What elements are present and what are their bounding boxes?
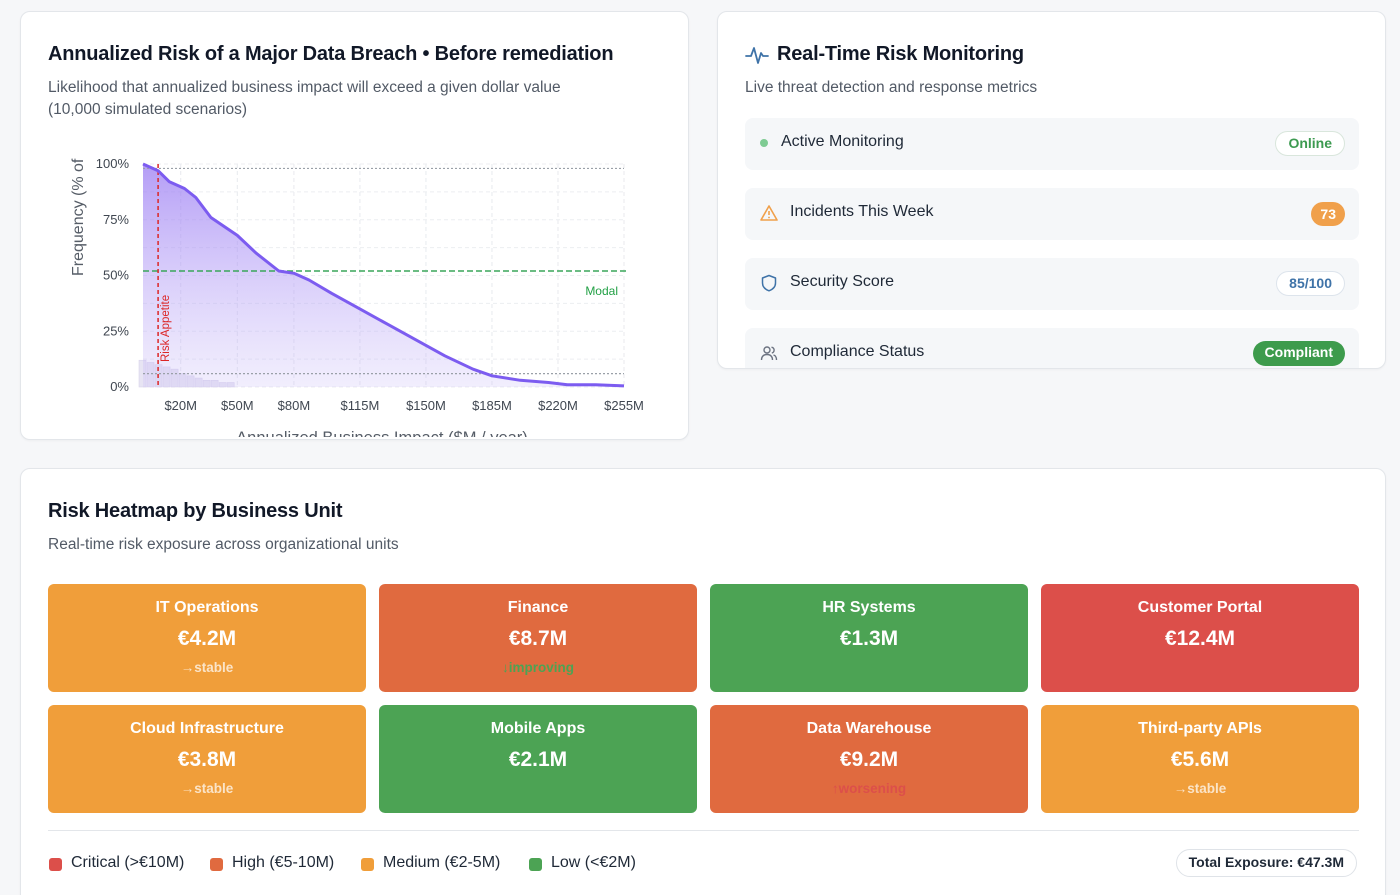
x-tick-label: $150M: [406, 398, 446, 413]
risk-appetite-label: Risk Appetite: [160, 295, 172, 362]
tile-unit-name: Third-party APIs: [1138, 720, 1262, 737]
tile-exposure-value: €5.6M: [1170, 748, 1230, 771]
tile-unit-name: Finance: [507, 599, 569, 616]
heatmap-tile-hr-systems[interactable]: HR Systems €1.3M: [710, 584, 1028, 692]
y-tick-label: 25%: [103, 323, 129, 338]
chart-title: Annualized Risk of a Major Data Breach •…: [48, 43, 614, 65]
y-tick-label: 100%: [96, 156, 130, 171]
tile-exposure-value: €3.8M: [177, 748, 237, 771]
tile-unit-name: IT Operations: [155, 599, 259, 616]
tile-unit-name: Customer Portal: [1137, 599, 1263, 616]
tile-exposure-value: €9.2M: [839, 748, 899, 771]
x-tick-label: $220M: [538, 398, 578, 413]
tile-unit-name: Data Warehouse: [806, 720, 932, 737]
users-icon: [760, 344, 778, 362]
x-tick-label: $50M: [221, 398, 254, 413]
legend-swatch: [361, 858, 374, 871]
legend-swatch: [529, 858, 542, 871]
heatmap-title: Risk Heatmap by Business Unit: [48, 500, 343, 522]
monitor-row-label: Active Monitoring: [781, 133, 904, 150]
tile-exposure-value: €12.4M: [1164, 627, 1236, 650]
legend-label: High (€5-10M): [232, 854, 335, 871]
monitor-row-label: Incidents This Week: [790, 203, 934, 220]
heatmap-tile-customer-portal[interactable]: Customer Portal €12.4M: [1041, 584, 1359, 692]
tile-trend: ↑worsening: [831, 781, 907, 796]
shield-icon: [760, 274, 778, 292]
legend-divider: [48, 830, 1359, 831]
heatmap-tile-third-party-apis[interactable]: Third-party APIs €5.6M →stable: [1041, 705, 1359, 813]
risk-heatmap-card: Risk Heatmap by Business Unit Real-time …: [20, 468, 1386, 895]
chart-subtitle-line2: (10,000 simulated scenarios): [48, 101, 248, 118]
monitor-row-label: Compliance Status: [790, 343, 925, 360]
status-badge-online: Online: [1275, 131, 1345, 156]
legend-label: Medium (€2-5M): [383, 854, 501, 871]
heatmap-tile-cloud-infrastructure[interactable]: Cloud Infrastructure €3.8M →stable: [48, 705, 366, 813]
total-exposure-badge: Total Exposure: €47.3M: [1175, 849, 1357, 877]
exceedance-curve-chart: Modal Risk Appetite $20M $50M $80M $115M $150…: [70, 156, 644, 437]
y-tick-label: 0%: [110, 379, 129, 394]
breach-risk-chart-card: Annualized Risk of a Major Data Breach •…: [20, 11, 689, 440]
tile-exposure-value: €1.3M: [839, 627, 899, 650]
monitor-row-label: Security Score: [790, 273, 895, 290]
heatmap-tile-finance[interactable]: Finance €8.7M ↓improving: [379, 584, 697, 692]
heatmap-tile-it-operations[interactable]: IT Operations €4.2M →stable: [48, 584, 366, 692]
security-score-badge: 85/100: [1276, 271, 1345, 296]
curve-area-fill: [143, 164, 624, 387]
heatmap-tile-mobile-apps[interactable]: Mobile Apps €2.1M: [379, 705, 697, 813]
heatmap-tile-data-warehouse[interactable]: Data Warehouse €9.2M ↑worsening: [710, 705, 1028, 813]
tile-trend: →stable: [180, 660, 234, 675]
monitor-subtitle: Live threat detection and response metri…: [745, 79, 1038, 96]
tile-unit-name: Mobile Apps: [490, 720, 586, 737]
y-tick-label: 75%: [103, 212, 129, 227]
x-tick-label: $255M: [604, 398, 644, 413]
x-tick-label: $185M: [472, 398, 512, 413]
status-dot-icon: [760, 134, 778, 152]
tile-exposure-value: €2.1M: [508, 748, 568, 771]
y-axis-label: Frequency (% of: [70, 158, 87, 276]
legend-label: Low (<€2M): [551, 854, 636, 871]
tile-exposure-value: €4.2M: [177, 627, 237, 650]
x-tick-label: $115M: [341, 398, 380, 413]
incident-count-badge: 73: [1311, 202, 1345, 226]
heatmap-subtitle: Real-time risk exposure across organizat…: [48, 536, 399, 553]
monitor-row-incidents[interactable]: Incidents This Week 73: [745, 188, 1359, 240]
legend-swatch: [210, 858, 223, 871]
monitor-row-compliance[interactable]: Compliance Status Compliant: [745, 328, 1359, 368]
tile-trend: →stable: [180, 781, 234, 796]
tile-trend: →stable: [1173, 781, 1227, 796]
realtime-monitoring-card: Real-Time Risk Monitoring Live threat de…: [717, 11, 1386, 369]
x-tick-label: $80M: [278, 398, 311, 413]
tile-exposure-value: €8.7M: [508, 627, 568, 650]
pulse-icon: [745, 44, 769, 66]
warning-triangle-icon: [760, 204, 778, 222]
modal-label: Modal: [585, 284, 618, 298]
compliance-badge: Compliant: [1252, 341, 1345, 366]
y-tick-label: 50%: [103, 268, 129, 283]
monitor-row-security-score[interactable]: Security Score 85/100: [745, 258, 1359, 310]
x-tick-label: $20M: [164, 398, 197, 413]
exceedance-curve-line: [142, 162, 625, 388]
tile-trend: ↓improving: [501, 660, 574, 675]
tile-unit-name: HR Systems: [822, 599, 916, 616]
monitor-title: Real-Time Risk Monitoring: [777, 43, 1024, 65]
chart-subtitle-line1: Likelihood that annualized business impa…: [48, 79, 561, 96]
tile-unit-name: Cloud Infrastructure: [130, 720, 284, 737]
x-axis-label: Annualized Business Impact ($M / year): [236, 429, 528, 437]
legend-label: Critical (>€10M): [71, 854, 185, 871]
legend-swatch: [49, 858, 62, 871]
monitor-row-active-monitoring[interactable]: Active Monitoring Online: [745, 118, 1359, 170]
